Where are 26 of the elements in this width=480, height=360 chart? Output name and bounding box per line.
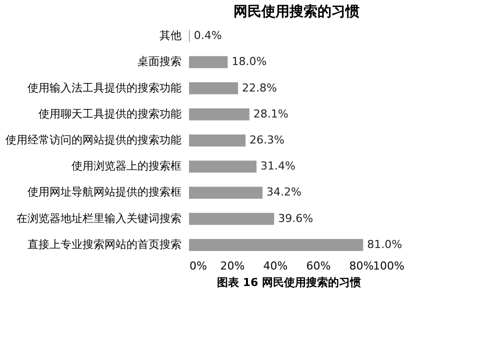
data-label: 22.8% (242, 81, 277, 94)
y-tick-label: 使用经常访问的网站提供的搜索功能 (6, 134, 182, 146)
data-label: 81.0% (367, 238, 402, 251)
x-tick-label: 0% (190, 260, 207, 272)
y-tick-label: 使用输入法工具提供的搜索功能 (28, 81, 182, 94)
x-tick-label: 60% (306, 260, 331, 272)
y-tick-label: 桌面搜索 (138, 55, 182, 68)
data-label: 39.6% (278, 212, 314, 225)
x-tick-label: 100% (373, 260, 404, 272)
y-tick-label: 在浏览器地址栏里输入关键词搜索 (16, 212, 182, 225)
data-label: 28.1% (253, 107, 288, 120)
x-tick-label: 80% (349, 260, 374, 272)
y-tick-label: 直接上专业搜索网站的首页搜索 (28, 238, 182, 251)
y-tick-label: 使用浏览器上的搜索框 (72, 160, 182, 173)
data-label: 26.3% (250, 134, 284, 146)
data-label: 34.2% (266, 186, 302, 199)
data-label: 0.4% (194, 29, 222, 42)
chart-title: 网民使用搜索的习惯 (234, 4, 360, 20)
data-label: 18.0% (232, 55, 267, 68)
x-tick-label: 40% (263, 260, 288, 272)
y-tick-label: 其他 (160, 29, 182, 42)
y-tick-label: 使用聊天工具提供的搜索功能 (38, 107, 182, 120)
text: 图表 16 网民使用搜索的习惯 (217, 276, 361, 289)
y-tick-label: 使用网址导航网站提供的搜索框 (28, 186, 182, 199)
x-tick-label: 20% (220, 260, 245, 272)
data-label: 31.4% (260, 160, 296, 173)
